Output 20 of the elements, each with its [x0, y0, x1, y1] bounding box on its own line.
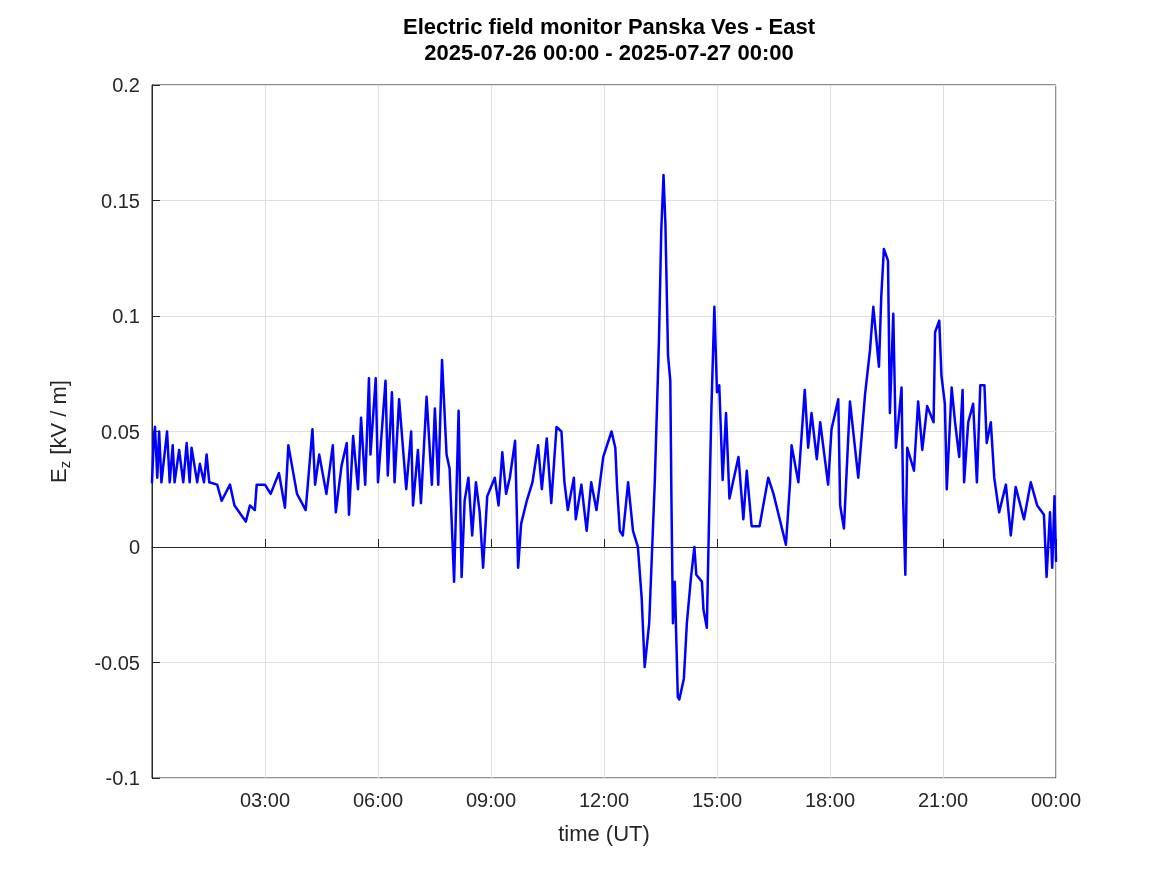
y-tick-label: 0 — [128, 536, 140, 558]
y-tick-label: 0.2 — [112, 74, 140, 96]
x-tick-label: 06:00 — [352, 789, 404, 811]
y-tick-label: 0.05 — [101, 420, 140, 443]
x-tick-label: 18:00 — [804, 789, 856, 811]
y-axis-title: Ez [kV / m] — [46, 380, 73, 483]
x-tick-label: 03:00 — [239, 789, 291, 811]
y-tick-label: 0.1 — [112, 305, 140, 327]
y-tick-label: 0.15 — [101, 189, 140, 212]
y-tick-label: -0.1 — [105, 767, 140, 789]
x-axis-title: time (UT) — [558, 820, 650, 846]
line-series — [150, 173, 1058, 701]
x-tick-label: 15:00 — [691, 789, 743, 811]
x-tick-label: 21:00 — [917, 789, 969, 811]
chart-subtitle: 2025-07-26 00:00 - 2025-07-27 00:00 — [424, 39, 794, 65]
chart-title: Electric field monitor Panska Ves - East — [402, 13, 816, 39]
x-tick-label: 09:00 — [465, 789, 517, 811]
x-tick-label: 00:00 — [1030, 789, 1082, 811]
x-tick-label: 12:00 — [578, 789, 630, 811]
y-tick-label: -0.05 — [94, 651, 140, 674]
